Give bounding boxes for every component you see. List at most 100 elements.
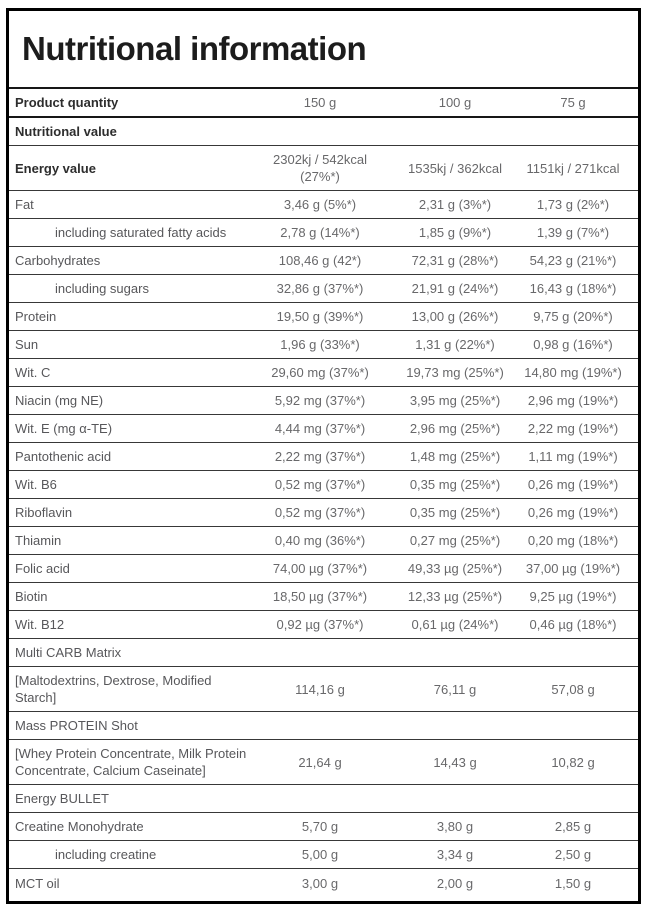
table-row: Folic acid 74,00 µg (37%*) 49,33 µg (25%… (9, 555, 638, 583)
row-value (388, 127, 522, 137)
table-row: Protein 19,50 g (39%*) 13,00 g (26%*) 9,… (9, 303, 638, 331)
row-value: 1,73 g (2%*) (536, 197, 610, 212)
table-row: Nutritional value (9, 118, 638, 146)
row-value: 0,46 µg (18%*) (529, 617, 617, 632)
row-value: 1,50 g (554, 875, 592, 891)
table-row: Thiamin 0,40 mg (36%*) 0,27 mg (25%*) 0,… (9, 527, 638, 555)
row-value: 2,50 g (554, 847, 592, 862)
row-value: 0,52 mg (37%*) (274, 505, 366, 520)
row-label: Niacin (mg NE) (15, 393, 104, 408)
row-value: 29,60 mg (37%*) (271, 365, 369, 380)
table-row: Multi CARB Matrix (9, 639, 638, 667)
row-label: Biotin (15, 589, 48, 604)
row-value: 3,34 g (436, 847, 474, 862)
row-value: 1,48 mg (25%*) (409, 449, 501, 464)
table-row: including sugars 32,86 g (37%*) 21,91 g … (9, 275, 638, 303)
row-label: Wit. B12 (15, 617, 65, 632)
row-value: 5,00 g (301, 847, 339, 862)
table-row: Creatine Monohydrate 5,70 g 3,80 g 2,85 … (9, 813, 638, 841)
row-value: 57,08 g (551, 681, 595, 697)
row-value (522, 127, 638, 137)
table-body: Nutritional value Energy value 2302kj / … (9, 118, 638, 901)
table-header-row: Product quantity 150 g 100 g 75 g (9, 89, 638, 118)
table-row: Pantothenic acid 2,22 mg (37%*) 1,48 mg … (9, 443, 638, 471)
row-value: 2,00 g (436, 875, 474, 891)
row-value: 3,80 g (436, 819, 474, 834)
row-value: 21,64 g (298, 754, 342, 770)
row-label: Riboflavin (15, 505, 73, 520)
row-value (252, 127, 388, 137)
row-value: 0,98 g (16%*) (533, 337, 613, 352)
row-value: 5,70 g (301, 819, 339, 834)
row-value: 2,22 mg (19%*) (527, 421, 619, 436)
row-label: Nutritional value (15, 124, 117, 139)
header-value-75g: 75 g (560, 95, 586, 110)
row-label: MCT oil (15, 875, 60, 891)
row-value: 0,35 mg (25%*) (409, 477, 501, 492)
row-label: Wit. E (mg α-TE) (15, 421, 113, 436)
table-row: including saturated fatty acids 2,78 g (… (9, 219, 638, 247)
row-value: 2,85 g (554, 819, 592, 834)
row-value (522, 794, 638, 804)
row-label: including saturated fatty acids (55, 225, 227, 240)
row-label: Sun (15, 337, 39, 352)
table-row: Energy value 2302kj / 542kcal (27%*) 153… (9, 146, 638, 191)
row-value: 1,39 g (7%*) (536, 225, 610, 240)
row-value: 21,91 g (24%*) (411, 281, 499, 296)
table-row: [Maltodextrins, Dextrose, Modified Starc… (9, 667, 638, 712)
row-value: 0,61 µg (24%*) (411, 617, 499, 632)
row-value: 5,92 mg (37%*) (274, 393, 366, 408)
row-value: 2302kj / 542kcal (27%*) (273, 152, 367, 184)
table-row: Riboflavin 0,52 mg (37%*) 0,35 mg (25%*)… (9, 499, 638, 527)
row-value: 3,00 g (301, 875, 339, 891)
row-label: Wit. C (15, 365, 51, 380)
row-label: Pantothenic acid (15, 449, 112, 464)
table-row: Wit. B12 0,92 µg (37%*) 0,61 µg (24%*) 0… (9, 611, 638, 639)
row-value: 14,80 mg (19%*) (524, 365, 622, 380)
row-label: Folic acid (15, 561, 70, 576)
row-value: 1,96 g (33%*) (280, 337, 360, 352)
row-value: 9,25 µg (19%*) (529, 589, 617, 604)
row-value: 1535kj / 362kcal (408, 160, 502, 176)
row-value: 37,00 µg (19%*) (525, 561, 621, 576)
table-row: Energy BULLET (9, 785, 638, 813)
row-value: 1,31 g (22%*) (415, 337, 495, 352)
row-value: 0,26 mg (19%*) (527, 477, 619, 492)
row-value: 2,22 mg (37%*) (274, 449, 366, 464)
title-bar: Nutritional information (9, 11, 638, 89)
row-value: 74,00 µg (37%*) (272, 561, 368, 576)
row-label: Carbohydrates (15, 253, 101, 268)
table-row: Wit. B6 0,52 mg (37%*) 0,35 mg (25%*) 0,… (9, 471, 638, 499)
row-label: [Whey Protein Concentrate, Milk Protein … (15, 746, 247, 778)
table-row: Biotin 18,50 µg (37%*) 12,33 µg (25%*) 9… (9, 583, 638, 611)
row-label: Fat (15, 197, 34, 212)
header-label: Product quantity (15, 95, 119, 110)
table-row: Wit. E (mg α-TE) 4,44 mg (37%*) 2,96 mg … (9, 415, 638, 443)
row-label: Multi CARB Matrix (15, 645, 122, 660)
row-value: 16,43 g (18%*) (529, 281, 617, 296)
row-label: including sugars (55, 281, 149, 296)
row-value: 2,96 mg (25%*) (409, 421, 501, 436)
row-label: Thiamin (15, 533, 62, 548)
row-value: 19,50 g (39%*) (276, 309, 364, 324)
row-value: 114,16 g (295, 681, 345, 697)
row-value: 2,31 g (3%*) (418, 197, 492, 212)
row-value: 19,73 mg (25%*) (406, 365, 504, 380)
row-value (388, 794, 522, 804)
row-label: [Maltodextrins, Dextrose, Modified Starc… (15, 673, 212, 705)
page-title: Nutritional information (22, 30, 367, 67)
row-value (522, 648, 638, 658)
row-label: Wit. B6 (15, 477, 57, 492)
row-value: 76,11 g (433, 681, 477, 697)
row-value (252, 648, 388, 658)
row-value (388, 648, 522, 658)
row-value: 10,82 g (551, 754, 595, 770)
row-label: Protein (15, 309, 57, 324)
row-value: 49,33 µg (25%*) (407, 561, 503, 576)
row-value (522, 721, 638, 731)
row-value: 108,46 g (42*) (278, 253, 362, 268)
row-label: including creatine (55, 847, 157, 862)
row-value: 72,31 g (28%*) (411, 253, 499, 268)
row-value (252, 721, 388, 731)
row-value: 3,46 g (5%*) (283, 197, 357, 212)
